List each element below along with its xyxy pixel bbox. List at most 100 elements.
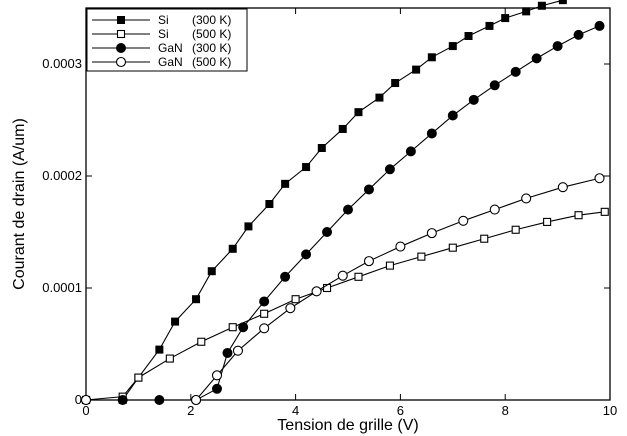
series-line	[86, 177, 600, 401]
data-point	[489, 80, 500, 91]
data-point	[228, 323, 237, 332]
data-point	[232, 345, 244, 356]
data-point	[197, 337, 206, 346]
data-point	[522, 7, 531, 16]
data-point	[155, 345, 164, 354]
series-line	[86, 0, 566, 401]
data-point	[190, 394, 202, 406]
data-point	[222, 347, 233, 358]
series-1	[81, 207, 609, 405]
data-point	[281, 179, 290, 188]
data-point	[302, 163, 311, 172]
data-point	[511, 225, 520, 234]
legend-marker	[116, 29, 126, 39]
legend-temperature: (500 K)	[192, 55, 231, 69]
data-point	[238, 322, 249, 333]
data-point	[501, 14, 510, 23]
data-point	[291, 295, 300, 304]
data-point	[363, 184, 374, 195]
legend-box	[86, 8, 248, 72]
series-0	[82, 0, 567, 404]
data-point	[384, 164, 395, 175]
y-tick-label: 0.0002	[42, 168, 82, 183]
data-point	[192, 295, 201, 304]
data-point	[447, 110, 458, 121]
data-point	[594, 173, 605, 184]
data-point	[558, 0, 567, 5]
legend-temperature: (300 K)	[192, 41, 231, 55]
data-point	[259, 296, 270, 307]
data-point	[228, 244, 237, 253]
series-2	[81, 20, 605, 405]
legend-entry: Si (500 K)	[92, 27, 231, 41]
data-point	[417, 252, 426, 261]
data-point	[211, 370, 223, 381]
legend-marker	[115, 56, 127, 68]
data-point	[260, 309, 269, 318]
data-point	[134, 373, 143, 382]
data-point	[385, 261, 394, 270]
data-point	[537, 1, 546, 10]
legend-marker	[117, 16, 125, 24]
x-tick-label: 8	[502, 403, 509, 418]
data-point	[448, 243, 457, 252]
data-point	[338, 124, 347, 133]
data-point	[375, 93, 384, 102]
data-point	[244, 222, 253, 231]
x-tick-label: 10	[603, 403, 617, 418]
data-point	[552, 41, 563, 52]
data-point	[317, 144, 326, 152]
x-tick-label: 2	[187, 403, 194, 418]
data-point	[322, 227, 333, 237]
data-point	[391, 79, 400, 88]
data-point	[301, 249, 312, 260]
legend: Si (300 K) Si (500 K) GaN (300 K) GaN (500 K)	[86, 8, 248, 72]
legend-marker	[116, 43, 126, 53]
data-point	[354, 272, 363, 281]
y-axis-title: Courant de drain (A/um)	[11, 118, 28, 290]
data-point	[426, 228, 437, 239]
data-point	[285, 303, 296, 314]
data-point	[574, 211, 583, 220]
data-point	[464, 32, 473, 40]
data-point	[363, 256, 375, 267]
data-point	[468, 94, 479, 105]
data-point	[510, 66, 521, 77]
legend-label: Si	[158, 27, 169, 41]
data-point	[171, 317, 180, 326]
y-tick-label: 0	[75, 392, 82, 407]
legend-entry: Si (300 K)	[92, 13, 231, 27]
data-point	[212, 383, 222, 394]
data-point	[427, 53, 436, 62]
data-point	[354, 108, 363, 117]
data-point	[405, 146, 416, 157]
y-tick-label: 0.0001	[42, 280, 82, 295]
data-point	[557, 182, 568, 193]
legend-label: GaN	[158, 55, 183, 69]
series-layer	[80, 0, 609, 406]
data-point	[543, 217, 552, 226]
data-point	[531, 53, 542, 64]
data-point	[600, 207, 609, 216]
data-point	[573, 29, 584, 40]
legend-temperature: (300 K)	[192, 13, 231, 27]
data-point	[337, 270, 348, 281]
legend-entry: GaN (500 K)	[92, 55, 231, 69]
plot-frame	[85, 7, 611, 401]
data-point	[207, 267, 216, 276]
data-point	[395, 241, 406, 252]
data-point	[448, 42, 457, 51]
x-tick-label: 0	[82, 403, 89, 418]
series-3	[80, 173, 605, 406]
legend-entry: GaN (300 K)	[92, 41, 231, 55]
data-point	[480, 234, 489, 243]
data-point	[458, 215, 469, 226]
data-point	[165, 354, 174, 363]
data-point	[259, 323, 270, 334]
x-axis-title: Tension de grille (V)	[277, 417, 418, 434]
legend-label: Si	[158, 13, 169, 27]
data-point	[426, 128, 437, 139]
data-point	[80, 394, 92, 406]
data-point	[489, 204, 500, 215]
